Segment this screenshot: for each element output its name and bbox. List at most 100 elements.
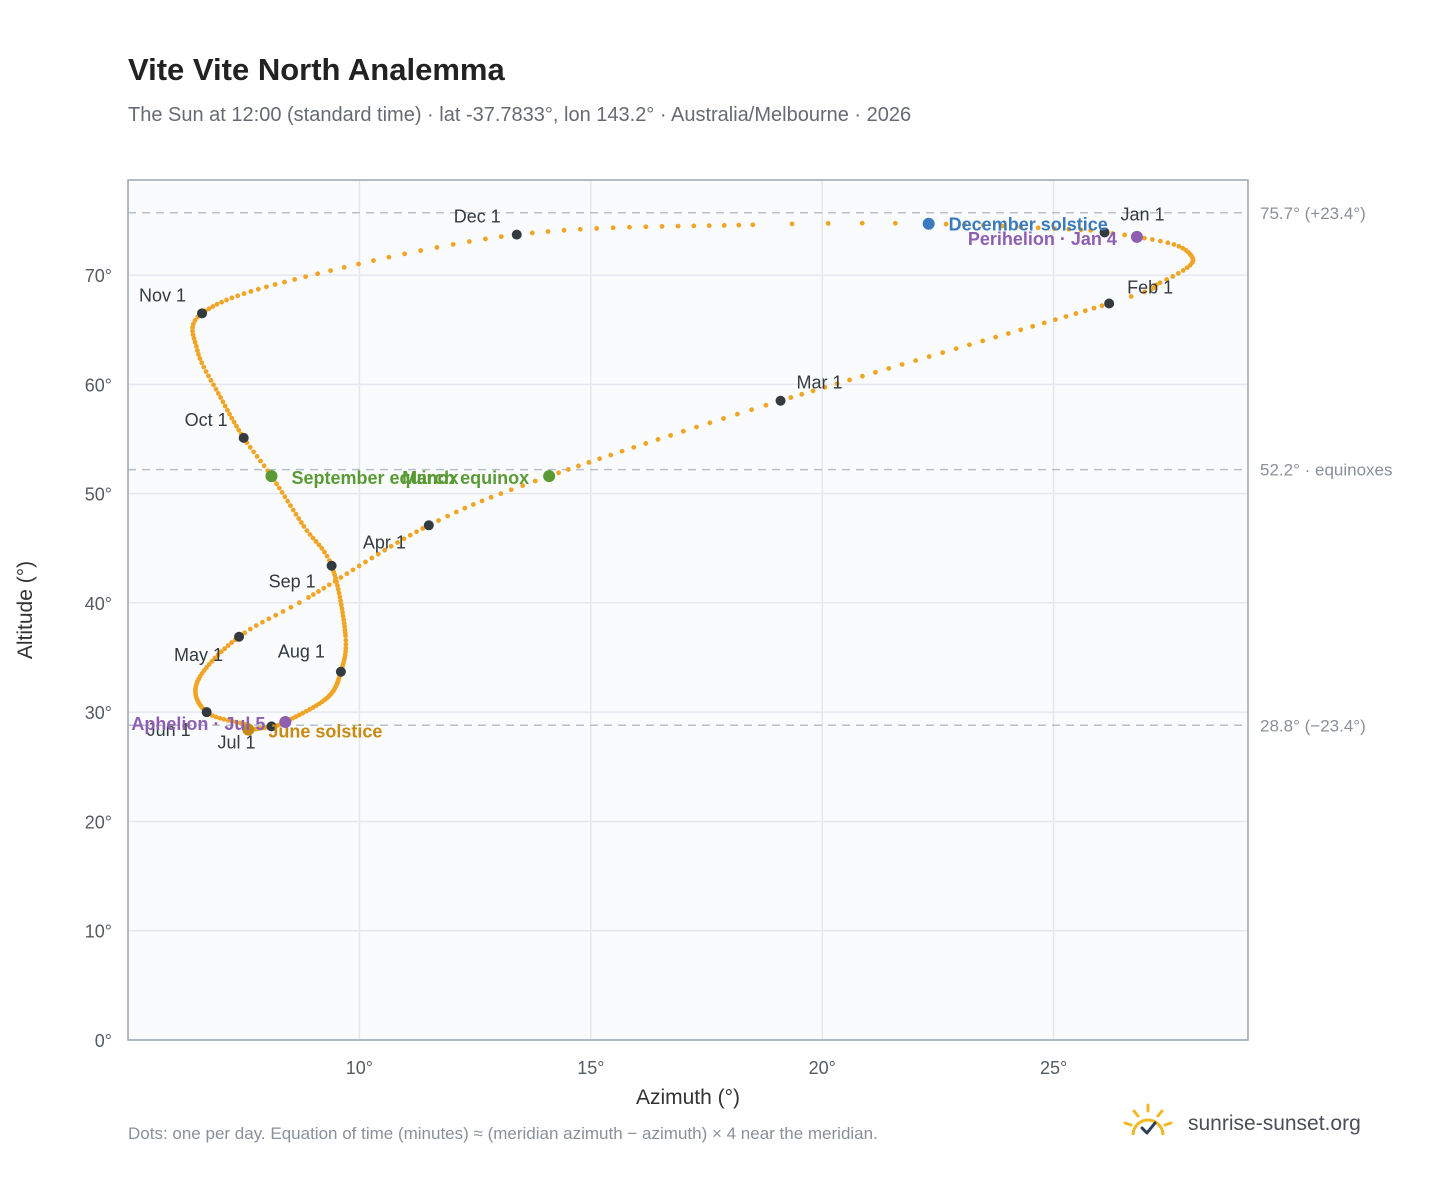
daily-dot [1099, 303, 1105, 309]
daily-dot [608, 452, 614, 458]
daily-dot [565, 467, 571, 472]
daily-dot [1018, 224, 1024, 230]
daily-dot [799, 391, 805, 397]
daily-dot [222, 403, 228, 409]
daily-dot [886, 366, 892, 371]
y-tick-label: 20° [85, 812, 112, 832]
daily-dot [288, 604, 294, 610]
daily-dot [561, 227, 567, 233]
daily-dot [735, 411, 740, 417]
month-marker-label: Mar 1 [797, 373, 843, 393]
daily-dot [675, 223, 681, 229]
daily-dot [193, 343, 199, 349]
x-tick-label: 20° [809, 1058, 836, 1078]
daily-dot [707, 420, 713, 426]
daily-dot [993, 334, 999, 340]
daily-dot [214, 301, 220, 307]
reference-line-label: 52.2° · equinoxes [1260, 461, 1393, 480]
daily-dot [293, 511, 299, 517]
daily-dot [789, 221, 795, 227]
daily-dot [338, 575, 344, 580]
daily-dot [466, 239, 472, 244]
daily-dot [316, 589, 321, 594]
month-markers: Jan 1 Feb 1 Mar 1 Apr 1 May 1 Jun 1 Jul 1 Aug 1… [139, 204, 1173, 752]
daily-dot [296, 516, 302, 521]
month-marker-dot [266, 721, 277, 732]
daily-dot [749, 407, 754, 413]
daily-dot [222, 646, 228, 652]
daily-dot [668, 432, 673, 438]
daily-dot [1128, 294, 1134, 299]
daily-dot [235, 293, 241, 299]
daily-dot [859, 373, 865, 379]
daily-dot [224, 407, 230, 413]
daily-dot [1073, 311, 1079, 316]
daily-dot [414, 529, 419, 535]
daily-dot [343, 637, 349, 643]
daily-dot [322, 549, 327, 555]
daily-dot [233, 719, 239, 725]
event-label: Aphelion · Jul 5 [131, 714, 265, 734]
daily-dot [310, 592, 316, 597]
daily-dot [310, 535, 316, 541]
daily-dot [1142, 289, 1147, 295]
daily-dot [292, 277, 298, 282]
brand[interactable]: sunrise-sunset.org [1120, 1102, 1361, 1146]
y-tick-label: 70° [85, 266, 112, 286]
daily-dot [508, 487, 514, 493]
daily-dot [643, 441, 649, 446]
daily-dot [255, 286, 261, 292]
daily-dot [1165, 240, 1171, 246]
daily-dot [212, 655, 218, 661]
daily-dot [335, 586, 341, 592]
month-marker-dot [326, 560, 337, 571]
month-marker-label: Apr 1 [363, 532, 406, 552]
daily-dot [229, 640, 235, 645]
daily-dot [247, 444, 253, 450]
event-marker-dot [1130, 230, 1143, 243]
footnote: Dots: one per day. Equation of time (min… [128, 1124, 878, 1143]
daily-dot [298, 520, 304, 525]
event-marker-dot [279, 716, 292, 729]
daily-dot [659, 224, 665, 229]
daily-dot [218, 649, 224, 655]
daily-dot [980, 222, 986, 228]
daily-dot [721, 223, 727, 228]
sun-icon [1123, 1103, 1173, 1136]
month-marker-label: Jan 1 [1121, 204, 1165, 224]
daily-dot [290, 507, 296, 513]
daily-dot [261, 463, 267, 469]
daily-dot [980, 338, 986, 344]
daily-dot [272, 282, 278, 287]
daily-dot [847, 377, 852, 383]
daily-dot [899, 362, 905, 367]
daily-dot [407, 532, 413, 538]
daily-dot [260, 619, 265, 625]
daily-dot [253, 623, 259, 629]
grid-lines [128, 180, 1248, 1041]
daily-dot [371, 258, 376, 264]
daily-dot [619, 448, 625, 454]
daily-dot [340, 610, 345, 615]
daily-dot [401, 536, 407, 542]
daily-dot [266, 616, 272, 622]
event-label: December solstice [949, 215, 1108, 235]
month-marker-dot [335, 666, 346, 677]
daily-dot [532, 478, 538, 484]
daily-dot [242, 630, 248, 636]
daily-dot [336, 590, 342, 596]
daily-dot [192, 339, 198, 345]
month-marker-label: Oct 1 [185, 410, 228, 430]
event-marker-dot [242, 723, 255, 736]
daily-dot [999, 223, 1005, 229]
y-tick-label: 60° [85, 375, 112, 395]
daily-dot [225, 717, 231, 723]
daily-dot [215, 652, 221, 658]
daily-dot [418, 248, 424, 253]
daily-dot [386, 254, 392, 260]
daily-dot [280, 609, 286, 614]
daily-dot [196, 351, 201, 357]
daily-dot [488, 494, 494, 500]
daily-dot [316, 542, 322, 548]
